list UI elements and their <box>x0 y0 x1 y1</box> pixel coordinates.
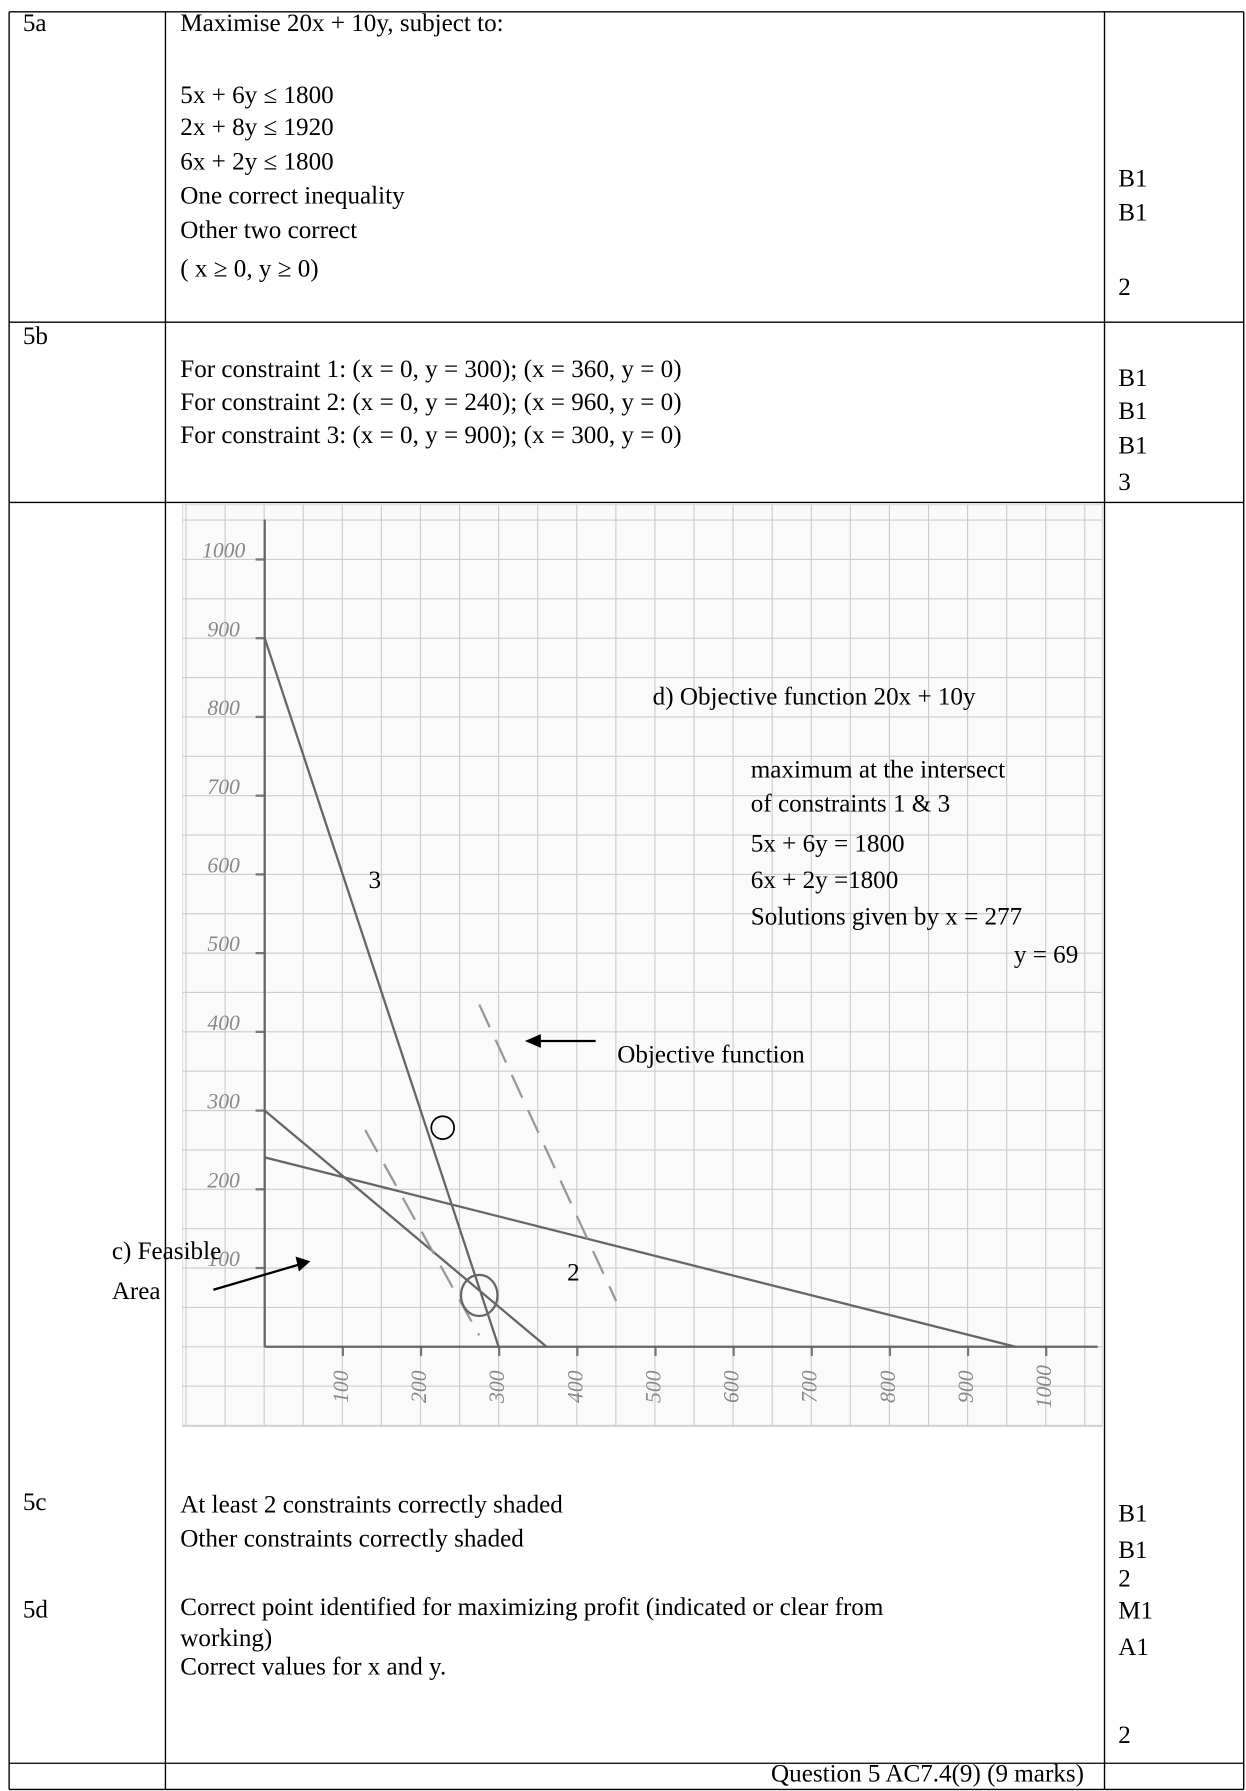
x-tick-label: 700 <box>798 1370 822 1403</box>
scheme-line: Correct point identified for maximizing … <box>180 1594 884 1621</box>
mark: 2 <box>1118 1722 1131 1749</box>
x-tick-label: 100 <box>329 1370 353 1403</box>
annotation: Area <box>112 1278 161 1305</box>
mark: 2 <box>1118 1565 1131 1592</box>
y-tick-label: 500 <box>207 932 240 956</box>
annotation: Objective function <box>617 1042 805 1069</box>
objective-line <box>364 1129 481 1336</box>
x-tick-label: 300 <box>485 1370 509 1404</box>
scheme-line: For constraint 2: (x = 0, y = 240); (x =… <box>180 389 681 416</box>
x-tick-label: 200 <box>407 1370 431 1403</box>
x-tick-label: 1000 <box>1032 1365 1056 1408</box>
x-tick-label: 500 <box>641 1370 665 1403</box>
x-tick-label: 800 <box>876 1370 900 1403</box>
mark: B1 <box>1118 200 1147 227</box>
arrowhead <box>295 1256 311 1272</box>
y-tick-label: 600 <box>207 854 240 878</box>
scheme-line: Other two correct <box>180 217 357 244</box>
circle-marker <box>430 1115 455 1140</box>
y-tick-label: 1000 <box>202 539 245 563</box>
scheme-line: working) <box>180 1625 272 1652</box>
constraint-2 <box>264 1156 1016 1348</box>
x-tick-label: 400 <box>563 1370 587 1403</box>
scheme-line: For constraint 3: (x = 0, y = 900); (x =… <box>180 422 681 449</box>
row-label: 5c <box>23 1489 47 1516</box>
mark: B1 <box>1118 398 1147 425</box>
graph-paper <box>181 504 1103 1428</box>
y-tick-label: 100 <box>207 1247 240 1271</box>
arrow <box>213 1263 300 1291</box>
footer: Question 5 AC7.4(9) (9 marks) <box>771 1761 1084 1788</box>
line-label: 2 <box>567 1260 580 1287</box>
annotation: Solutions given by x = 277 <box>751 904 1022 931</box>
mark: B1 <box>1118 165 1147 192</box>
constraint-1 <box>263 1109 548 1348</box>
y-tick-label: 400 <box>207 1011 240 1035</box>
row-label: 5b <box>23 323 48 350</box>
objective-line <box>478 1003 618 1302</box>
scheme-line: ( x ≥ 0, y ≥ 0) <box>180 256 318 283</box>
x-tick-label: 600 <box>720 1370 744 1403</box>
y-tick-label: 300 <box>206 1090 240 1114</box>
table-borders <box>8 11 1245 1791</box>
scheme-line: Maximise 20x + 10y, subject to: <box>180 10 503 37</box>
annotation: of constraints 1 & 3 <box>751 791 950 818</box>
y-tick-label: 800 <box>207 696 240 720</box>
annotation: c) Feasible <box>112 1238 221 1265</box>
scheme-line: 5x + 6y ≤ 1800 <box>180 82 333 109</box>
scheme-line: One correct inequality <box>180 183 405 210</box>
annotation: maximum at the intersect <box>751 756 1005 783</box>
scheme-line: Other constraints correctly shaded <box>180 1526 524 1553</box>
circle-marker <box>459 1273 499 1318</box>
y-tick-label: 900 <box>207 617 240 641</box>
mark: B1 <box>1118 432 1147 459</box>
mark: A1 <box>1118 1634 1149 1661</box>
y-tick-label: 700 <box>207 775 240 799</box>
mark: 2 <box>1118 274 1131 301</box>
annotation: 6x + 2y =1800 <box>751 867 899 894</box>
scheme-line: 6x + 2y ≤ 1800 <box>180 148 333 175</box>
row-label: 5a <box>23 10 47 37</box>
scheme-line: At least 2 constraints correctly shaded <box>180 1491 563 1518</box>
texts: 5a Maximise 20x + 10y, subject to: 5x + 6y… <box>23 10 1153 1787</box>
mark: 3 <box>1118 469 1131 496</box>
hand-drawn-graph <box>213 519 1098 1348</box>
scheme-line: Correct values for x and y. <box>180 1653 446 1680</box>
annotation: y = 69 <box>1014 941 1078 968</box>
mark: B1 <box>1118 1537 1147 1564</box>
mark: B1 <box>1118 1500 1147 1527</box>
annotation: 5x + 6y = 1800 <box>751 831 905 858</box>
scheme-line: For constraint 1: (x = 0, y = 300); (x =… <box>180 356 681 383</box>
constraint-3 <box>263 637 500 1348</box>
mark: M1 <box>1118 1597 1153 1624</box>
annotation: d) Objective function 20x + 10y <box>653 683 976 710</box>
scheme-line: 2x + 8y ≤ 1920 <box>180 114 333 141</box>
x-tick-label: 900 <box>954 1370 978 1403</box>
line-label: 3 <box>369 867 382 894</box>
arrowhead <box>524 1034 541 1048</box>
mark: B1 <box>1118 365 1147 392</box>
row-label: 5d <box>23 1596 49 1623</box>
y-tick-label: 200 <box>207 1168 240 1192</box>
